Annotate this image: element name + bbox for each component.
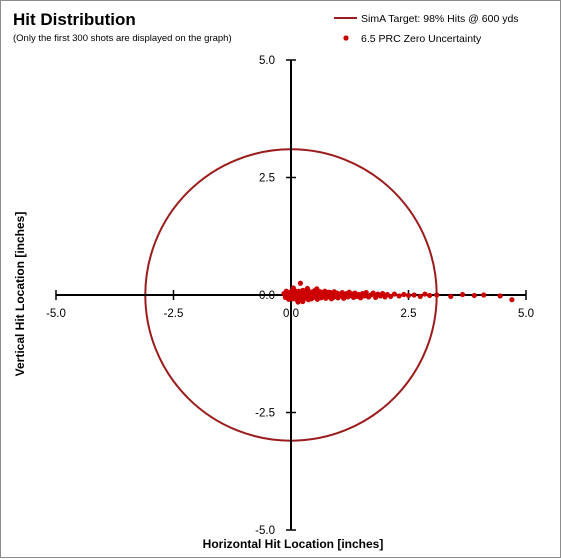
hit-point	[388, 293, 394, 300]
hit-point	[314, 286, 320, 292]
hit-point	[370, 290, 376, 296]
y-tick-label: -5.0	[255, 525, 275, 537]
chart-title: Hit Distribution	[13, 10, 136, 29]
hit-point	[427, 292, 433, 299]
plot-area: -5.0 -2.5 0.0 2.5 5.0 5.0 2.5 0.0 -2.5 -5.0	[46, 55, 534, 537]
legend: SimA Target: 98% Hits @ 600 yds 6.5 PRC …	[334, 13, 519, 45]
hit-point	[434, 292, 440, 298]
x-tick-label: 5.0	[518, 308, 534, 320]
hit-point	[297, 280, 303, 286]
hit-point	[422, 291, 428, 297]
hit-point	[459, 291, 466, 298]
legend-series-label: 6.5 PRC Zero Uncertainty	[361, 33, 482, 45]
hit-point	[295, 299, 301, 305]
y-axis-label: Vertical Hit Location [inches]	[13, 212, 27, 377]
hit-point	[396, 293, 402, 299]
hit-point	[405, 292, 412, 299]
hit-point	[391, 291, 397, 297]
hit-point	[448, 293, 454, 300]
y-tick-label: 0.0	[259, 290, 275, 302]
hit-point	[481, 292, 487, 298]
hit-point	[471, 292, 477, 299]
hit-point	[411, 292, 417, 298]
legend-points-swatch	[343, 35, 349, 41]
hit-point	[497, 293, 503, 299]
x-tick-label: 2.5	[401, 308, 417, 320]
hit-point	[401, 291, 407, 298]
hit-point	[290, 285, 296, 291]
y-tick-label: 2.5	[259, 173, 275, 185]
x-axis-label: Horizontal Hit Location [inches]	[203, 537, 384, 551]
hit-point	[304, 285, 311, 292]
y-tick-label: -2.5	[255, 408, 275, 420]
x-tick-label: -5.0	[46, 308, 66, 320]
chart-subtitle: (Only the first 300 shots are displayed …	[13, 33, 232, 44]
hit-point	[417, 293, 423, 300]
x-tick-label: 0.0	[283, 308, 299, 320]
y-tick-label: 5.0	[259, 55, 275, 67]
hit-point	[363, 290, 369, 296]
hit-point	[509, 297, 515, 303]
x-tick-label: -2.5	[164, 308, 184, 320]
hit-point	[300, 298, 306, 305]
legend-target-label: SimA Target: 98% Hits @ 600 yds	[361, 13, 519, 25]
